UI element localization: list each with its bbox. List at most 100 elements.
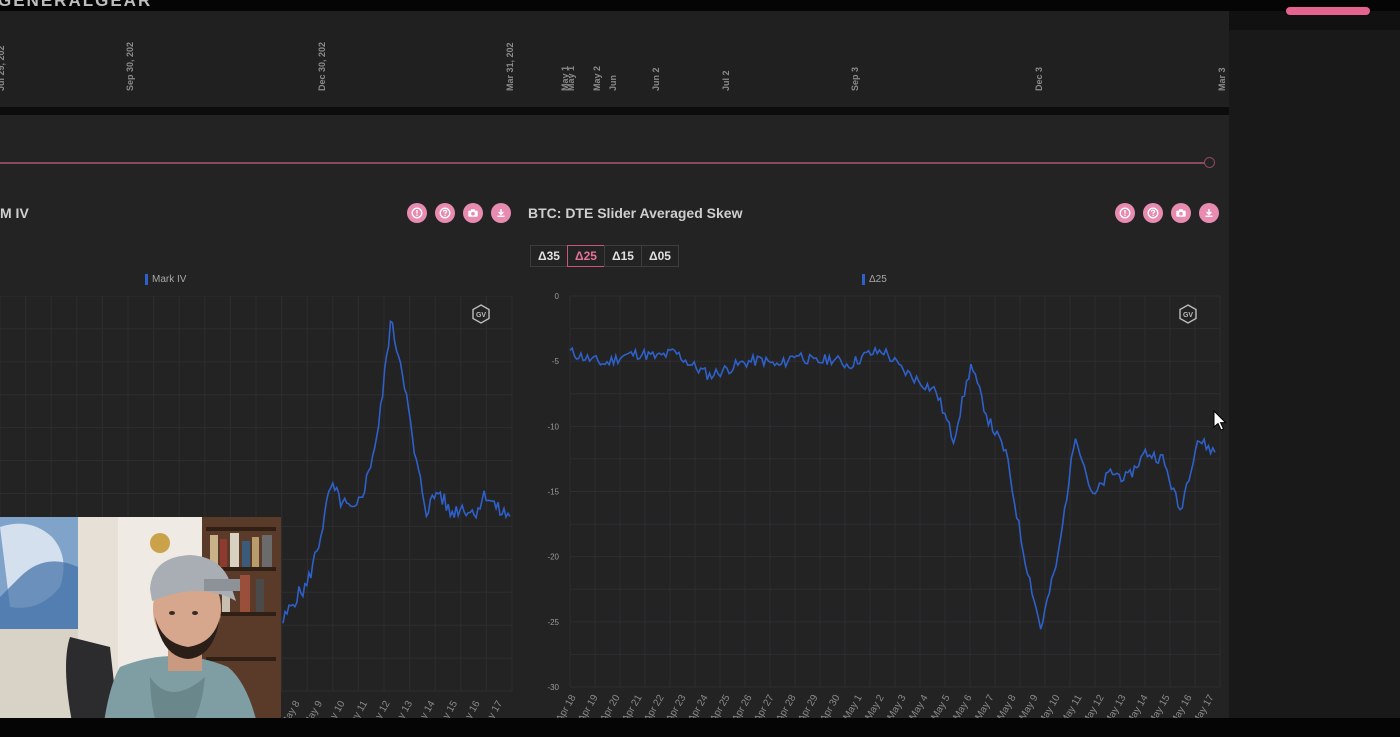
download-icon[interactable] <box>491 203 511 223</box>
dte-slider-area <box>0 115 1229 185</box>
y-tick-label: 0 <box>555 292 560 301</box>
x-tick-label: May 9 <box>1017 693 1040 718</box>
gv-watermark-icon: GV <box>1179 304 1197 324</box>
delta-tab-3[interactable]: Δ05 <box>641 245 679 267</box>
y-tick-label: -10 <box>547 422 559 431</box>
x-tick-label: May 9 <box>302 699 325 718</box>
x-tick-label: Apr 22 <box>642 693 666 718</box>
panel-title: M IV <box>0 205 29 221</box>
gv-badge-text: GV <box>1183 312 1193 319</box>
x-tick-label: May 3 <box>885 693 908 718</box>
panel-toolbar <box>1115 203 1219 223</box>
webcam-overlay <box>0 517 281 737</box>
delta-tabs: Δ35 Δ25 Δ15 Δ05 <box>530 245 679 267</box>
x-tick-label: May 6 <box>951 693 974 718</box>
delta-tab-2[interactable]: Δ15 <box>604 245 642 267</box>
delta-tab-0[interactable]: Δ35 <box>530 245 568 267</box>
bottom-bar <box>0 718 1400 737</box>
mark-iv-series-line[interactable] <box>282 319 511 624</box>
right-side-panel <box>1229 30 1400 737</box>
x-tick-label: Apr 19 <box>576 693 600 718</box>
gv-watermark-icon: GV <box>472 304 490 324</box>
timeline-tick: May 2 <box>592 65 602 91</box>
webcam-video <box>0 517 281 737</box>
x-tick-label: May 14 <box>1125 693 1151 718</box>
dte-slider-handle[interactable] <box>1204 157 1215 168</box>
x-tick-label: May 5 <box>929 693 952 718</box>
skew-panel: BTC: DTE Slider Averaged Skew Δ25 <box>520 185 1229 718</box>
help-icon[interactable] <box>435 203 455 223</box>
x-tick-label: May 16 <box>1169 693 1195 718</box>
x-tick-label: May 13 <box>389 699 415 718</box>
x-tick-label: Apr 24 <box>686 693 710 718</box>
chart-legend[interactable]: Mark IV <box>145 274 186 285</box>
x-tick-label: Apr 29 <box>796 693 820 718</box>
x-tick-label: May 10 <box>322 699 348 718</box>
timeline-tick: Jul 2 <box>721 70 731 91</box>
timeline-tick: Sep 30, 202 <box>125 41 135 91</box>
y-tick-label: -20 <box>547 553 559 562</box>
info-icon[interactable] <box>407 203 427 223</box>
x-tick-label: May 7 <box>973 693 996 718</box>
x-tick-label: Apr 26 <box>730 693 754 718</box>
x-tick-label: Apr 23 <box>664 693 688 718</box>
skew-series-line[interactable] <box>569 345 1216 630</box>
y-tick-label: -5 <box>552 357 560 366</box>
timeline-tick: Mar 3 <box>1217 67 1227 91</box>
x-tick-label: May 2 <box>863 693 886 718</box>
account-button[interactable] <box>1286 7 1370 15</box>
x-tick-label: Apr 21 <box>620 693 644 718</box>
top-bar: GENERALGEAR <box>0 0 1400 15</box>
info-icon[interactable] <box>1115 203 1135 223</box>
download-icon[interactable] <box>1199 203 1219 223</box>
x-tick-label: May 10 <box>1037 693 1063 718</box>
x-tick-label: May 13 <box>1103 693 1129 718</box>
divider <box>0 107 1229 115</box>
x-tick-label: Apr 25 <box>708 693 732 718</box>
brand-logo: GENERALGEAR <box>0 0 153 10</box>
dte-slider-track[interactable] <box>0 162 1206 164</box>
gv-badge-text: GV <box>476 312 486 319</box>
date-timeline[interactable]: Jul 29, 202 Sep 30, 202 Dec 30, 202 Mar 31,… <box>0 11 1229 107</box>
timeline-tick: Mar 31, 202 <box>505 42 515 91</box>
x-tick-label: May 12 <box>367 699 393 718</box>
timeline-tick: Jul 29, 202 <box>0 45 6 91</box>
x-tick-label: May 17 <box>479 699 505 718</box>
legend-swatch <box>862 274 865 285</box>
timeline-tick: Sep 3 <box>850 66 860 91</box>
x-tick-label: May 4 <box>907 693 930 718</box>
x-tick-label: May 15 <box>434 699 460 718</box>
timeline-tick: May 1 <box>566 65 576 91</box>
timeline-tick: Dec 3 <box>1034 66 1044 91</box>
y-tick-label: -15 <box>547 488 559 497</box>
grid <box>569 295 1221 688</box>
x-tick-label: May 11 <box>345 699 371 718</box>
camera-icon[interactable] <box>463 203 483 223</box>
help-icon[interactable] <box>1143 203 1163 223</box>
x-tick-label: Apr 27 <box>752 693 776 718</box>
chart-legend[interactable]: Δ25 <box>862 274 887 285</box>
legend-label: Mark IV <box>152 274 187 286</box>
y-tick-label: -25 <box>547 618 559 627</box>
y-tick-label: -30 <box>547 683 559 692</box>
x-tick-label: May 17 <box>1191 693 1217 718</box>
x-tick-label: May 11 <box>1059 693 1085 718</box>
timeline-tick: Jun 2 <box>651 67 661 91</box>
x-tick-label: Apr 20 <box>598 693 622 718</box>
panel-toolbar <box>407 203 511 223</box>
mouse-cursor-icon <box>1213 410 1227 431</box>
x-tick-label: May 8 <box>995 693 1018 718</box>
timeline-tick: Dec 30, 202 <box>317 41 327 91</box>
x-tick-label: May 16 <box>457 699 483 718</box>
x-tick-label: May 15 <box>1147 693 1173 718</box>
legend-swatch <box>145 274 148 285</box>
delta-tab-1[interactable]: Δ25 <box>567 245 605 267</box>
x-tick-label: May 12 <box>1081 693 1107 718</box>
x-tick-label: May 8 <box>279 699 302 718</box>
x-tick-label: Apr 30 <box>818 693 842 718</box>
x-tick-label: Apr 28 <box>774 693 798 718</box>
camera-icon[interactable] <box>1171 203 1191 223</box>
x-tick-label: May 1 <box>841 693 864 718</box>
x-tick-label: May 14 <box>412 699 438 718</box>
